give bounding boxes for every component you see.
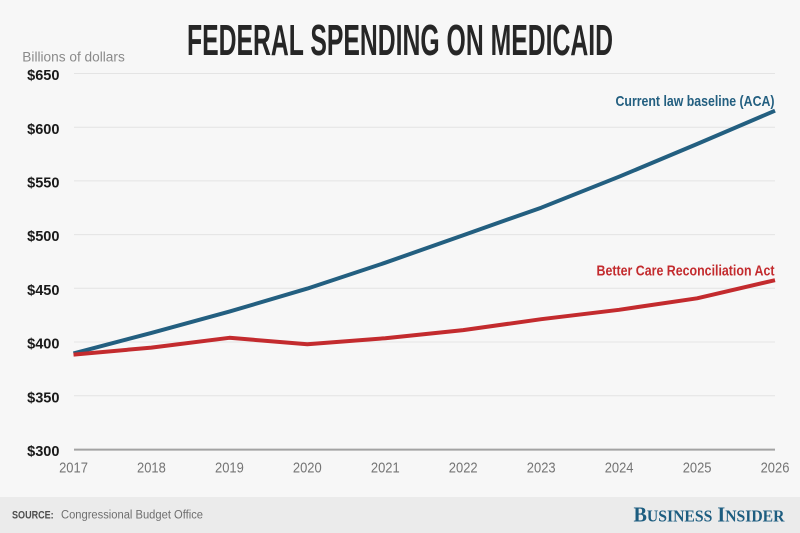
- svg-text:2026: 2026: [761, 460, 790, 477]
- svg-text:SOURCE:: SOURCE:: [12, 510, 54, 522]
- svg-text:Current law baseline (ACA): Current law baseline (ACA): [616, 93, 775, 110]
- svg-text:Congressional Budget Office: Congressional Budget Office: [61, 510, 203, 522]
- svg-text:2025: 2025: [683, 460, 712, 477]
- svg-text:2022: 2022: [449, 460, 478, 477]
- svg-text:$300: $300: [27, 444, 59, 460]
- svg-text:BUSINESS INSIDER: BUSINESS INSIDER: [634, 502, 786, 526]
- svg-text:2023: 2023: [527, 460, 556, 477]
- svg-text:$400: $400: [27, 337, 59, 353]
- svg-text:Better Care Reconciliation Act: Better Care Reconciliation Act: [597, 262, 775, 279]
- svg-text:$600: $600: [27, 122, 59, 138]
- svg-text:2019: 2019: [215, 460, 244, 477]
- svg-text:2020: 2020: [293, 460, 322, 477]
- svg-text:$500: $500: [27, 229, 59, 245]
- svg-text:$450: $450: [27, 283, 59, 299]
- svg-text:Billions of dollars: Billions of dollars: [22, 49, 125, 65]
- svg-text:$350: $350: [27, 390, 59, 406]
- svg-text:2017: 2017: [59, 460, 88, 477]
- svg-text:2024: 2024: [605, 460, 634, 477]
- svg-text:$650: $650: [27, 68, 59, 84]
- svg-text:2018: 2018: [137, 460, 166, 477]
- svg-text:$550: $550: [27, 176, 59, 192]
- svg-text:2021: 2021: [371, 460, 400, 477]
- svg-text:FEDERAL SPENDING ON MEDICAID: FEDERAL SPENDING ON MEDICAID: [187, 17, 613, 65]
